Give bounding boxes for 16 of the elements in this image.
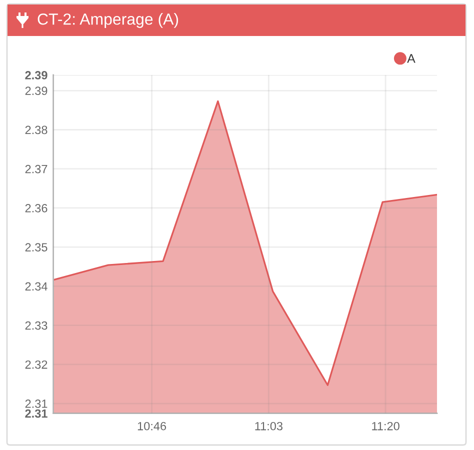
x-tick-label: 11:03 — [255, 422, 282, 430]
y-tick-label: 2.38 — [25, 126, 48, 134]
legend-label: A — [407, 54, 416, 63]
y-tick-label: 2.39 — [25, 86, 48, 96]
x-tick-label: 11:20 — [372, 422, 400, 430]
y-tick-label: 2.32 — [25, 360, 48, 369]
y-tick-label: 2.39 — [25, 71, 48, 80]
y-tick-label: 2.37 — [25, 164, 48, 174]
y-tick-label: 2.36 — [25, 204, 48, 212]
y-tick-label: 2.33 — [25, 321, 48, 330]
chart-title: CT-2: Amperage (A) — [38, 13, 178, 28]
y-tick-label: 2.34 — [25, 282, 48, 291]
x-tick-label: 10:46 — [138, 422, 166, 430]
y-tick-label: 2.31 — [25, 409, 48, 418]
y-tick-label: 2.35 — [25, 243, 48, 252]
y-tick-label: 2.31 — [25, 400, 48, 408]
